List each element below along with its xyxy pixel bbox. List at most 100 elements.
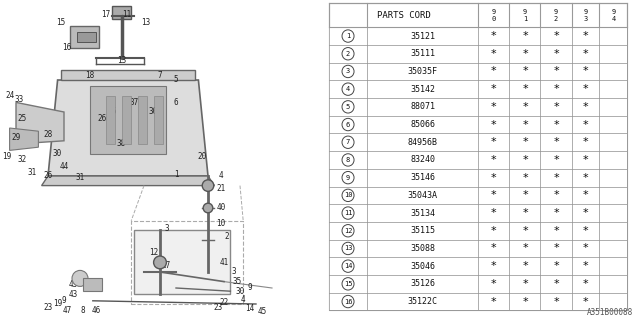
Text: *: * xyxy=(582,173,588,183)
Text: *: * xyxy=(582,84,588,94)
Text: 4: 4 xyxy=(218,172,223,180)
Text: 31: 31 xyxy=(76,173,84,182)
Bar xyxy=(330,257,627,275)
Text: *: * xyxy=(582,226,588,236)
Polygon shape xyxy=(138,96,147,144)
Text: 38: 38 xyxy=(117,140,126,148)
Text: *: * xyxy=(522,226,528,236)
Text: 19: 19 xyxy=(2,152,11,161)
Bar xyxy=(330,151,627,169)
Text: *: * xyxy=(582,120,588,130)
Text: *: * xyxy=(553,297,559,307)
Text: *: * xyxy=(553,31,559,41)
Circle shape xyxy=(342,154,354,166)
Text: 21: 21 xyxy=(216,184,225,193)
Circle shape xyxy=(342,48,354,60)
Text: 35146: 35146 xyxy=(410,173,435,182)
Text: 23: 23 xyxy=(213,303,222,312)
Text: *: * xyxy=(582,49,588,59)
Text: 31: 31 xyxy=(28,168,36,177)
Text: 6: 6 xyxy=(173,98,179,107)
Circle shape xyxy=(342,295,354,308)
Polygon shape xyxy=(122,96,131,144)
Text: 41: 41 xyxy=(220,258,228,267)
Text: 30: 30 xyxy=(53,149,62,158)
Text: *: * xyxy=(522,244,528,253)
Text: *: * xyxy=(582,208,588,218)
Circle shape xyxy=(342,65,354,78)
Circle shape xyxy=(342,260,354,272)
Text: *: * xyxy=(522,137,528,147)
Bar xyxy=(330,204,627,222)
Circle shape xyxy=(342,278,354,290)
Text: *: * xyxy=(553,102,559,112)
Text: 85066: 85066 xyxy=(410,120,435,129)
Text: *: * xyxy=(553,261,559,271)
Text: *: * xyxy=(522,208,528,218)
Text: 9
1: 9 1 xyxy=(523,9,527,22)
Text: 20: 20 xyxy=(197,152,206,161)
Text: 35035F: 35035F xyxy=(408,67,438,76)
Text: 9: 9 xyxy=(346,175,350,181)
Text: *: * xyxy=(491,208,497,218)
Text: 46: 46 xyxy=(108,108,116,116)
Text: 42: 42 xyxy=(82,280,91,289)
Text: *: * xyxy=(582,102,588,112)
Text: 3: 3 xyxy=(346,68,350,75)
Text: 13: 13 xyxy=(141,18,150,27)
Bar xyxy=(330,240,627,257)
Text: 14: 14 xyxy=(344,263,352,269)
Text: *: * xyxy=(491,173,497,183)
Text: *: * xyxy=(582,261,588,271)
Text: *: * xyxy=(491,120,497,130)
Text: 35122C: 35122C xyxy=(408,297,438,306)
Text: *: * xyxy=(553,279,559,289)
Text: 3: 3 xyxy=(231,268,236,276)
Text: 23: 23 xyxy=(44,303,52,312)
Text: 46: 46 xyxy=(92,306,100,315)
Text: *: * xyxy=(582,244,588,253)
Polygon shape xyxy=(90,86,166,154)
Text: 40: 40 xyxy=(216,204,225,212)
Polygon shape xyxy=(48,80,208,176)
Bar xyxy=(330,187,627,204)
Text: 15: 15 xyxy=(56,18,65,27)
Text: 35043A: 35043A xyxy=(408,191,438,200)
Text: 26: 26 xyxy=(98,114,107,123)
Text: 9
4: 9 4 xyxy=(611,9,616,22)
Text: *: * xyxy=(522,173,528,183)
Text: *: * xyxy=(491,279,497,289)
Text: *: * xyxy=(491,84,497,94)
Circle shape xyxy=(342,207,354,219)
Text: *: * xyxy=(582,279,588,289)
Text: 8: 8 xyxy=(346,157,350,163)
Polygon shape xyxy=(70,26,99,48)
Text: *: * xyxy=(522,190,528,200)
Text: *: * xyxy=(553,173,559,183)
Text: *: * xyxy=(491,297,497,307)
Text: 19: 19 xyxy=(53,300,62,308)
Text: *: * xyxy=(553,208,559,218)
Text: *: * xyxy=(522,49,528,59)
Text: 4: 4 xyxy=(241,295,246,304)
Text: 47: 47 xyxy=(63,306,72,315)
Circle shape xyxy=(342,172,354,184)
Text: 11: 11 xyxy=(122,10,131,19)
Text: 5: 5 xyxy=(346,104,350,110)
Text: *: * xyxy=(522,84,528,94)
Bar xyxy=(330,45,627,63)
Text: *: * xyxy=(553,120,559,130)
Text: 88071: 88071 xyxy=(410,102,435,111)
Text: 9
0: 9 0 xyxy=(492,9,496,22)
Polygon shape xyxy=(42,176,214,186)
Text: 16: 16 xyxy=(344,299,352,305)
Text: 8: 8 xyxy=(157,130,163,139)
Polygon shape xyxy=(16,102,64,144)
Bar xyxy=(330,63,627,80)
Polygon shape xyxy=(154,96,163,144)
Circle shape xyxy=(202,180,214,191)
Text: 45: 45 xyxy=(258,308,267,316)
Text: 11: 11 xyxy=(344,210,352,216)
Text: *: * xyxy=(522,279,528,289)
Text: *: * xyxy=(522,120,528,130)
